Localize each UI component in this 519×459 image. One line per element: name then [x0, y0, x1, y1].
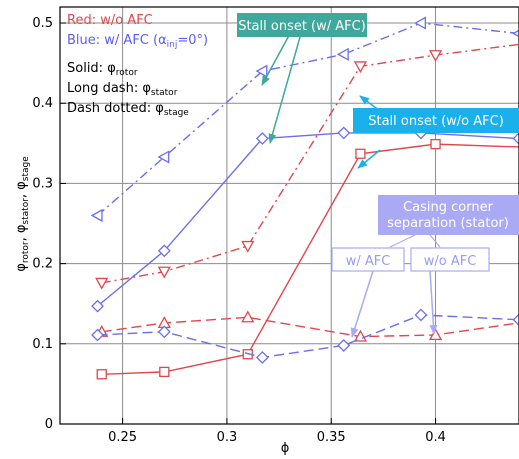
data-point	[157, 244, 171, 258]
series-line	[101, 316, 519, 338]
legend-blue: Blue: w/ AFC (αinj=0°)	[67, 33, 208, 50]
data-point	[157, 266, 171, 279]
casing-connector-2	[429, 234, 441, 248]
stall-afc-label: Stall onset (w/ AFC)	[238, 19, 366, 34]
casing-label-line1: Casing corner	[403, 200, 494, 215]
data-point	[336, 47, 349, 61]
data-point	[355, 148, 366, 159]
data-point	[337, 126, 351, 140]
arrow-stall-afc-2	[268, 29, 303, 144]
x-tick-label: 0.25	[108, 430, 137, 445]
casing-label-line2: separation (stator)	[387, 216, 509, 231]
data-point	[255, 132, 269, 145]
data-point	[255, 64, 268, 78]
legend-dashdot: Dash dotted: φstage	[67, 101, 189, 118]
y-tick-label: 0.5	[32, 16, 53, 31]
data-point	[512, 132, 519, 145]
w-afc-box	[331, 247, 405, 272]
data-point	[255, 351, 269, 364]
arrow-w-afc	[350, 270, 374, 338]
data-point	[428, 50, 443, 62]
series-line	[101, 143, 519, 375]
series-line	[101, 43, 519, 284]
w-afc-label: w/ AFC	[346, 254, 391, 269]
x-tick-label: 0.4	[425, 430, 446, 445]
y-tick-label: 0.2	[32, 257, 53, 272]
legend-longdash: Long dash: φstator	[67, 81, 178, 98]
annotation-stall-onset-noafc: Stall onset (w/o AFC)	[353, 95, 519, 169]
plot-frame	[59, 6, 519, 425]
stall-afc-box	[237, 13, 367, 37]
series-blue-stage	[90, 16, 519, 223]
data-point	[95, 277, 109, 290]
y-tick-label: 0.1	[32, 337, 53, 352]
data-point	[96, 369, 107, 380]
annotation-casing-corner: Casing corner separation (stator) w/ AFC…	[331, 195, 519, 338]
x-axis-label: ϕ	[281, 441, 290, 456]
data-series	[90, 16, 519, 380]
legend-red: Red: w/o AFC	[67, 13, 153, 28]
data-point	[157, 325, 171, 339]
data-point	[241, 310, 255, 323]
x-tick-label: 0.3	[217, 430, 238, 445]
arrow-stall-noafc-1	[357, 149, 381, 169]
data-point	[157, 150, 170, 164]
series-blue-stator	[91, 308, 519, 364]
series-line	[97, 132, 519, 307]
axis-ticks: 0.25 0.3 0.35 0.4 0 0.1 0.2 0.3 0.4 0.5	[32, 16, 446, 445]
wo-afc-label: w/o AFC	[424, 254, 477, 269]
arrow-wo-afc	[429, 270, 438, 335]
data-point	[512, 313, 519, 327]
y-tick-label: 0.3	[32, 176, 53, 191]
series-blue-rotor	[91, 126, 519, 313]
legend-solid: Solid: φrotor	[67, 61, 138, 78]
data-point	[353, 61, 368, 74]
y-tick-label: 0.4	[32, 96, 53, 111]
legend: Red: w/o AFC Blue: w/ AFC (αinj=0°) Soli…	[67, 13, 208, 118]
y-tick-label: 0	[45, 417, 53, 432]
arrow-stall-afc-1	[261, 29, 293, 86]
series-line	[97, 22, 519, 217]
annotation-stall-onset-afc: Stall onset (w/ AFC)	[237, 13, 367, 144]
data-point	[91, 299, 104, 313]
data-point	[414, 308, 428, 322]
data-point	[241, 240, 255, 253]
series-red-stage	[95, 43, 519, 290]
data-point	[337, 338, 351, 352]
data-point	[414, 16, 426, 30]
y-axis-label: φrotor, φstator, φstage	[14, 156, 31, 272]
series-line	[97, 314, 519, 359]
data-point	[430, 138, 441, 150]
x-tick-label: 0.35	[317, 430, 346, 445]
stall-noafc-box	[353, 108, 519, 133]
data-point	[159, 366, 170, 378]
stall-noafc-label: Stall onset (w/o AFC)	[368, 114, 504, 129]
casing-box	[378, 195, 519, 235]
wo-afc-box	[410, 247, 490, 272]
casing-connector-1	[389, 234, 416, 248]
data-point	[91, 328, 104, 342]
data-point	[90, 208, 103, 223]
data-point	[512, 29, 519, 38]
